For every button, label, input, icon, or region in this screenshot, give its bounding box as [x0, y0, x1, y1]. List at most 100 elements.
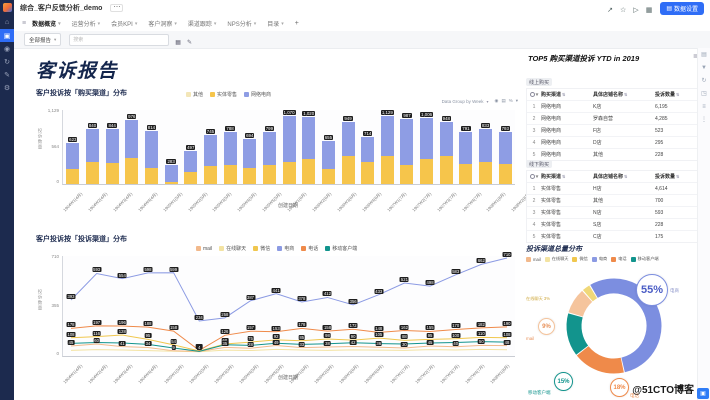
column-header[interactable]: 购买渠道⇅ — [541, 174, 566, 180]
component-grid-icon[interactable]: ▦ — [175, 39, 181, 46]
table-row[interactable]: 5 实体零售 C店 175 — [527, 231, 697, 242]
star-icon[interactable]: ☆ — [620, 7, 627, 14]
column-header[interactable]: 购买渠道⇅ — [541, 92, 566, 98]
edit-icon[interactable]: ✎ — [4, 71, 10, 79]
data-settings-button[interactable]: ▤ 数据设置 — [660, 1, 704, 15]
sort-icon[interactable]: ⇅ — [624, 92, 628, 97]
table-row[interactable]: 1 网络电商 K店 6,195 — [527, 101, 697, 113]
donut-slice-移动客户端[interactable] — [558, 270, 670, 382]
pin-icon[interactable]: ◉ — [3, 45, 11, 53]
bar-segment-online — [282, 116, 296, 163]
bar-1908W2(8月)[interactable]: 1,006 — [417, 110, 437, 184]
bar-value-label: 1,129 — [380, 110, 394, 115]
bar-chart-controls[interactable]: Data Group by Week ▾ ◉ ▤% ▾ — [442, 98, 518, 104]
gear-icon[interactable]: ⚙ — [3, 84, 11, 92]
bar-1905W5(5月)[interactable]: 788 — [220, 110, 240, 184]
bar-1906W1(6月)[interactable]: 694 — [240, 110, 260, 184]
bar-1905W4(5月)[interactable]: 745 — [201, 110, 221, 184]
tab-客户洞察[interactable]: 客户洞察 ▾ — [148, 19, 177, 29]
bar-1905W3(5月)[interactable]: 497 — [181, 110, 201, 184]
table-row[interactable]: 5 网络电商 其他 228 — [527, 149, 697, 160]
bar-1907W2(7月)[interactable]: 949 — [338, 110, 358, 184]
filter-icon[interactable]: ▼ — [701, 64, 707, 71]
table-icon[interactable]: ▤ — [501, 98, 506, 103]
sort-icon[interactable]: ⇅ — [562, 92, 566, 97]
add-tab-button[interactable]: + — [294, 20, 299, 27]
bar-1908W3(8月)[interactable]: 948 — [436, 110, 456, 184]
donut-slice-电商[interactable] — [559, 271, 668, 380]
caret-down-icon[interactable]: ▾ — [515, 98, 518, 103]
column-header[interactable]: 具体店铺名称⇅ — [593, 174, 628, 180]
bar-1907W1(7月)[interactable]: 655 — [319, 110, 339, 184]
point-label-电话: 162 — [399, 324, 409, 330]
legend-label: 实体零售 — [217, 92, 238, 98]
bar-1906W4(6月)[interactable]: 1,020 — [299, 110, 319, 184]
table-row[interactable]: 3 网络电商 F店 523 — [527, 125, 697, 137]
comment-icon[interactable]: ▤ — [701, 52, 707, 58]
x-tick: 1907W4(7月) — [461, 186, 486, 212]
refresh-icon[interactable]: ↻ — [701, 78, 707, 84]
tab-运营分析[interactable]: 运营分析 ▾ — [72, 19, 101, 29]
menu-icon[interactable]: ≡ — [702, 103, 706, 110]
sort-icon[interactable]: ⇅ — [624, 174, 628, 179]
cell-channel: 实体零售 — [541, 198, 562, 204]
sort-icon[interactable]: ⇅ — [676, 174, 680, 179]
bar-1908W4(8月)[interactable]: 791 — [456, 110, 476, 184]
bar-1905W2(5月)[interactable]: 283 — [161, 110, 181, 184]
tab-NPS分析[interactable]: NPS分析 ▾ — [227, 19, 256, 29]
bar-1904W4(4月)[interactable]: 976 — [122, 110, 142, 184]
bar-1906W2(6月)[interactable]: 799 — [260, 110, 280, 184]
panel-menu-icon[interactable]: ≣ — [692, 54, 698, 60]
column-search-control[interactable]: ▾ — [527, 92, 541, 98]
expand-icon[interactable]: ◳ — [701, 91, 707, 97]
bar-1907W3(7月)[interactable]: 714 — [358, 110, 378, 184]
bar-column — [203, 135, 217, 184]
bar-1907W4(7月)[interactable]: 1,129 — [378, 110, 398, 184]
bar-1905W1(5月)[interactable]: 814 — [142, 110, 162, 184]
bar-1904W2(4月)[interactable]: 840 — [83, 110, 103, 184]
apps-icon[interactable]: ▣ — [0, 29, 14, 42]
column-header[interactable]: 具体店铺名称⇅ — [593, 92, 628, 98]
tab-会员KPI[interactable]: 会员KPI ▾ — [111, 19, 137, 29]
grid-icon[interactable]: ▦ — [645, 7, 653, 14]
donut-slice-在线聊天[interactable] — [558, 270, 671, 383]
more-actions-button[interactable]: ⋯ — [110, 4, 124, 12]
edit-pen-icon[interactable]: ✎ — [186, 39, 192, 46]
tab-list-icon[interactable]: ≡ — [22, 20, 27, 27]
home-icon[interactable]: ⌂ — [4, 19, 10, 26]
tab-目录[interactable]: 目录 ▾ — [267, 19, 284, 29]
search-input[interactable] — [69, 33, 170, 46]
sort-icon[interactable]: ⇅ — [562, 174, 566, 179]
play-icon[interactable]: ▷ — [633, 7, 639, 14]
point-label-mail: 45 — [67, 340, 75, 346]
tab-数据概览[interactable]: 数据概览 ▾ — [32, 19, 61, 29]
bar-1909W2(9月)[interactable]: 793 — [495, 110, 515, 184]
bar-1909W1(9月)[interactable]: 833 — [476, 110, 496, 184]
bar-value-label: 283 — [166, 159, 176, 165]
column-header[interactable]: 投诉数量⇅ — [655, 174, 680, 180]
table-row[interactable]: 2 网络电商 罗森自营 4,285 — [527, 113, 697, 125]
donut-slice-电话[interactable] — [566, 278, 662, 374]
bar-1908W1(8月)[interactable]: 987 — [397, 110, 417, 184]
legend-label: 在线聊天 — [226, 246, 247, 252]
table-row[interactable]: 2 实体零售 其他 700 — [527, 195, 697, 207]
column-header[interactable]: 投诉数量⇅ — [655, 92, 680, 98]
table-row[interactable]: 4 实体零售 S店 228 — [527, 219, 697, 231]
app-logo-icon[interactable] — [2, 3, 12, 12]
donut-slice-mail[interactable] — [564, 276, 664, 376]
bar-1906W3(6月)[interactable]: 1,070 — [279, 110, 299, 184]
table-row[interactable]: 3 实体零售 N店 593 — [527, 207, 697, 219]
summary-icon[interactable]: ◉ — [494, 98, 499, 103]
more-icon[interactable]: ⋮ — [701, 117, 707, 123]
bar-1904W1(4月)[interactable]: 623 — [63, 110, 83, 184]
table-row[interactable]: 4 网络电商 D店 295 — [527, 137, 697, 149]
bar-1904W3(4月)[interactable]: 844 — [102, 110, 122, 184]
column-search-control[interactable]: ▾ — [527, 174, 541, 180]
share-icon[interactable]: ↗ — [607, 7, 614, 14]
percent-icon[interactable]: % — [508, 98, 513, 103]
sort-icon[interactable]: ⇅ — [676, 92, 680, 97]
tab-渠道跟踪[interactable]: 渠道跟踪 ▾ — [188, 19, 217, 29]
table-row[interactable]: 1 实体零售 H店 4,614 — [527, 183, 697, 195]
report-scope-dropdown[interactable]: 全部报告 ▾ — [24, 33, 62, 46]
history-icon[interactable]: ↻ — [4, 58, 10, 66]
